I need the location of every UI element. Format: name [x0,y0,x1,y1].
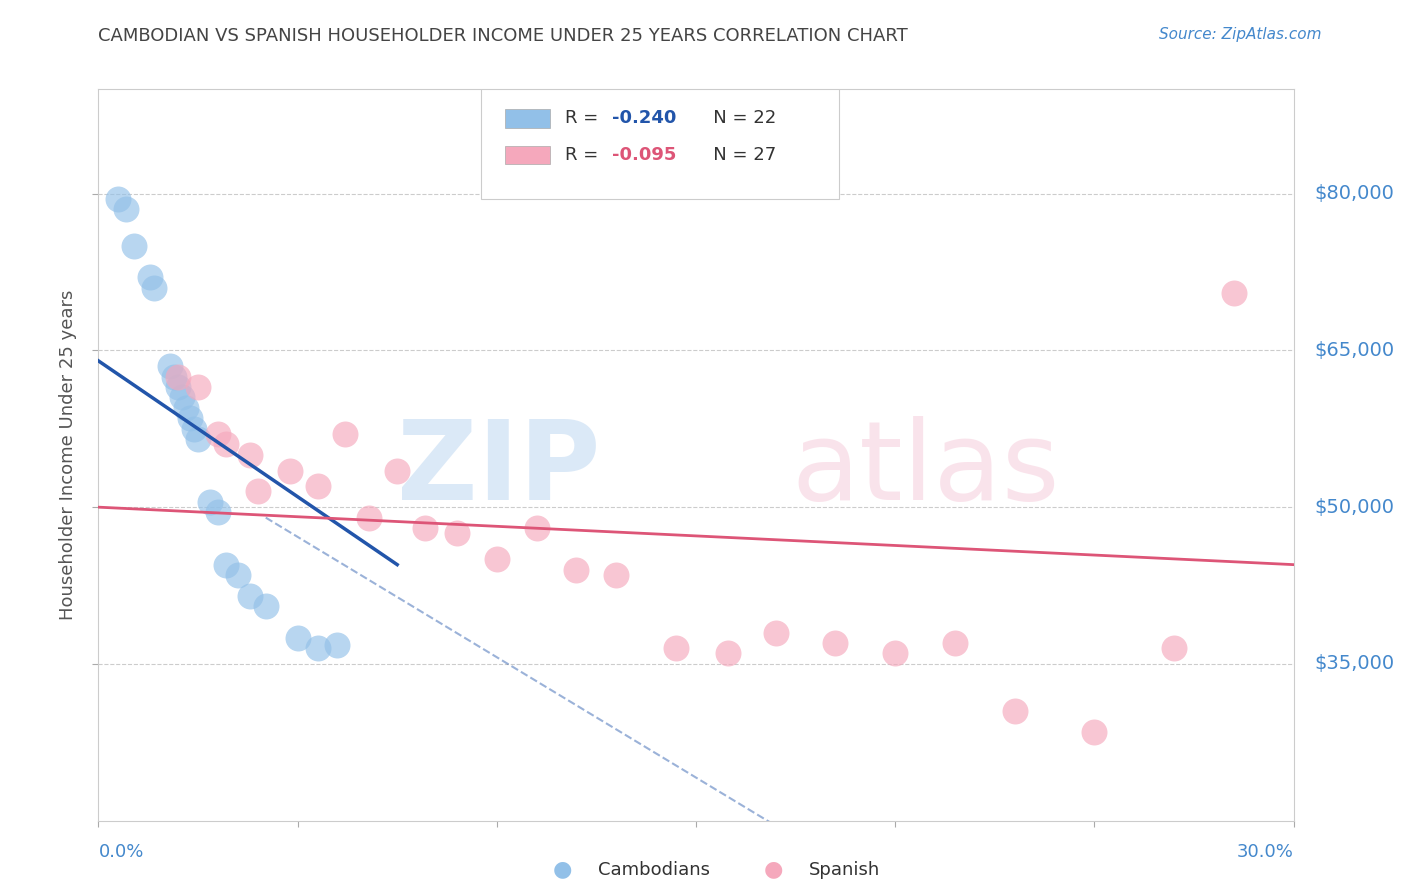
Point [198,495,221,509]
Point [239,589,262,603]
Point [215,558,238,572]
Text: $35,000: $35,000 [1315,655,1395,673]
Point [254,599,277,614]
Point [335,427,357,442]
Point [717,647,740,661]
Point [187,432,209,446]
Text: Source: ZipAtlas.com: Source: ZipAtlas.com [1159,27,1322,42]
Text: ●: ● [553,860,572,880]
Text: N = 27: N = 27 [696,146,776,164]
Point [287,631,309,645]
FancyBboxPatch shape [481,89,839,199]
Point [307,641,329,656]
FancyBboxPatch shape [505,110,550,128]
Point [187,380,209,394]
Point [143,281,166,295]
Point [446,526,468,541]
Point [239,448,262,462]
Text: -0.095: -0.095 [613,146,676,164]
Point [172,391,194,405]
Point [359,510,381,524]
Text: $50,000: $50,000 [1315,498,1395,516]
Point [207,505,229,519]
Point [139,270,162,285]
Point [526,521,548,535]
Text: ●: ● [763,860,783,880]
Point [824,636,846,650]
Point [107,192,129,206]
Point [167,380,190,394]
Point [413,521,436,535]
Point [485,552,508,566]
Point [207,427,229,442]
Point [226,568,249,582]
Text: $80,000: $80,000 [1315,184,1395,203]
Text: atlas: atlas [792,416,1060,523]
Point [307,479,329,493]
Point [1222,285,1246,300]
Point [605,568,627,582]
Text: ZIP: ZIP [396,416,600,523]
Point [115,202,138,217]
Text: R =: R = [565,146,603,164]
Point [765,625,787,640]
Point [1083,724,1105,739]
Text: 30.0%: 30.0% [1237,843,1294,861]
Point [124,239,146,253]
Point [167,369,190,384]
Point [215,437,238,451]
Point [565,563,588,577]
Text: Cambodians: Cambodians [598,861,710,879]
Text: -0.240: -0.240 [613,110,676,128]
Text: N = 22: N = 22 [696,110,776,128]
Point [943,636,966,650]
Point [159,359,181,373]
Text: R =: R = [565,110,603,128]
Point [665,641,688,656]
Point [163,369,186,384]
Point [1163,641,1185,656]
Text: Spanish: Spanish [808,861,880,879]
Point [385,464,409,478]
Point [278,464,301,478]
Text: 0.0%: 0.0% [98,843,143,861]
Point [326,638,349,652]
Point [174,401,197,415]
Point [884,647,907,661]
Point [183,422,205,436]
FancyBboxPatch shape [505,146,550,164]
Point [1004,704,1026,718]
Point [179,411,201,425]
Point [246,484,269,499]
Text: $65,000: $65,000 [1315,341,1395,360]
Text: CAMBODIAN VS SPANISH HOUSEHOLDER INCOME UNDER 25 YEARS CORRELATION CHART: CAMBODIAN VS SPANISH HOUSEHOLDER INCOME … [98,27,908,45]
Y-axis label: Householder Income Under 25 years: Householder Income Under 25 years [59,290,77,620]
